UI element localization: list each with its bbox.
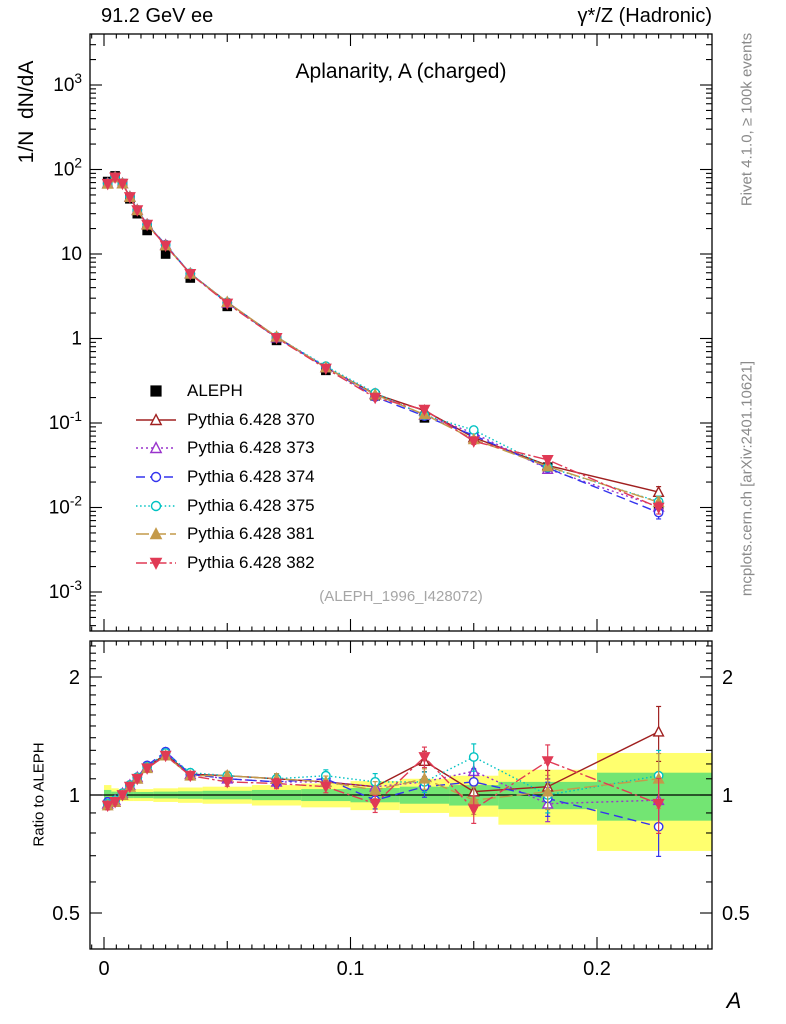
svg-text:0: 0: [98, 958, 109, 980]
legend-marker-pythia-375: [134, 497, 178, 515]
svg-text:2: 2: [69, 667, 80, 689]
plot-title: Aplanarity, A (charged): [295, 60, 507, 83]
svg-text:103: 103: [53, 71, 82, 96]
legend-entry-aleph: ALEPH: [134, 377, 315, 406]
legend-marker-pythia-374: [134, 468, 178, 486]
svg-text:102: 102: [53, 156, 82, 181]
svg-text:1: 1: [71, 329, 82, 350]
rivet-version-note: Rivet 4.1.0, ≥ 100k events: [738, 32, 756, 207]
svg-text:1: 1: [69, 785, 80, 807]
svg-text:1: 1: [722, 785, 733, 807]
analysis-watermark: (ALEPH_1996_I428072): [319, 588, 483, 605]
legend-marker-pythia-373: [134, 439, 178, 457]
legend-label: Pythia 6.428 375: [187, 495, 315, 515]
svg-text:10-1: 10-1: [49, 409, 82, 434]
svg-text:0.5: 0.5: [52, 903, 80, 925]
legend-label: ALEPH: [187, 381, 243, 401]
x-axis-title: A: [726, 988, 742, 1013]
process-label: γ*/Z (Hadronic): [577, 5, 712, 27]
legend-label: Pythia 6.428 382: [187, 552, 315, 572]
legend-entry-pythia-370: Pythia 6.428 370: [134, 406, 315, 435]
beam-energy-label: 91.2 GeV ee: [101, 5, 214, 27]
svg-text:0.1: 0.1: [337, 958, 365, 980]
mcplots-attribution-note: mcplots.cern.ch [arXiv:2401.10621]: [738, 360, 756, 597]
legend-marker-aleph: [134, 382, 178, 400]
legend-label: Pythia 6.428 373: [187, 438, 315, 458]
legend-label: Pythia 6.428 381: [187, 524, 315, 544]
svg-text:10: 10: [61, 244, 82, 265]
legend-marker-pythia-370: [134, 411, 178, 429]
legend-marker-pythia-381: [134, 525, 178, 543]
svg-text:2: 2: [722, 667, 733, 689]
legend-label: Pythia 6.428 374: [187, 467, 315, 487]
legend-entry-pythia-374: Pythia 6.428 374: [134, 463, 315, 492]
svg-text:10-2: 10-2: [49, 494, 82, 519]
svg-text:0.5: 0.5: [722, 903, 750, 925]
legend: ALEPH Pythia 6.428 370 Pythia 6.428 373 …: [134, 377, 315, 577]
legend-entry-pythia-382: Pythia 6.428 382: [134, 549, 315, 578]
legend-marker-pythia-382: [134, 554, 178, 572]
legend-entry-pythia-381: Pythia 6.428 381: [134, 520, 315, 549]
svg-text:0.2: 0.2: [583, 958, 611, 980]
legend-label: Pythia 6.428 370: [187, 409, 315, 429]
legend-entry-pythia-375: Pythia 6.428 375: [134, 491, 315, 520]
ratio-y-axis-title: Ratio to ALEPH: [30, 742, 48, 847]
legend-entry-pythia-373: Pythia 6.428 373: [134, 434, 315, 463]
svg-text:10-3: 10-3: [49, 578, 82, 603]
main-y-axis-title: 1/N dN/dA: [15, 60, 38, 164]
